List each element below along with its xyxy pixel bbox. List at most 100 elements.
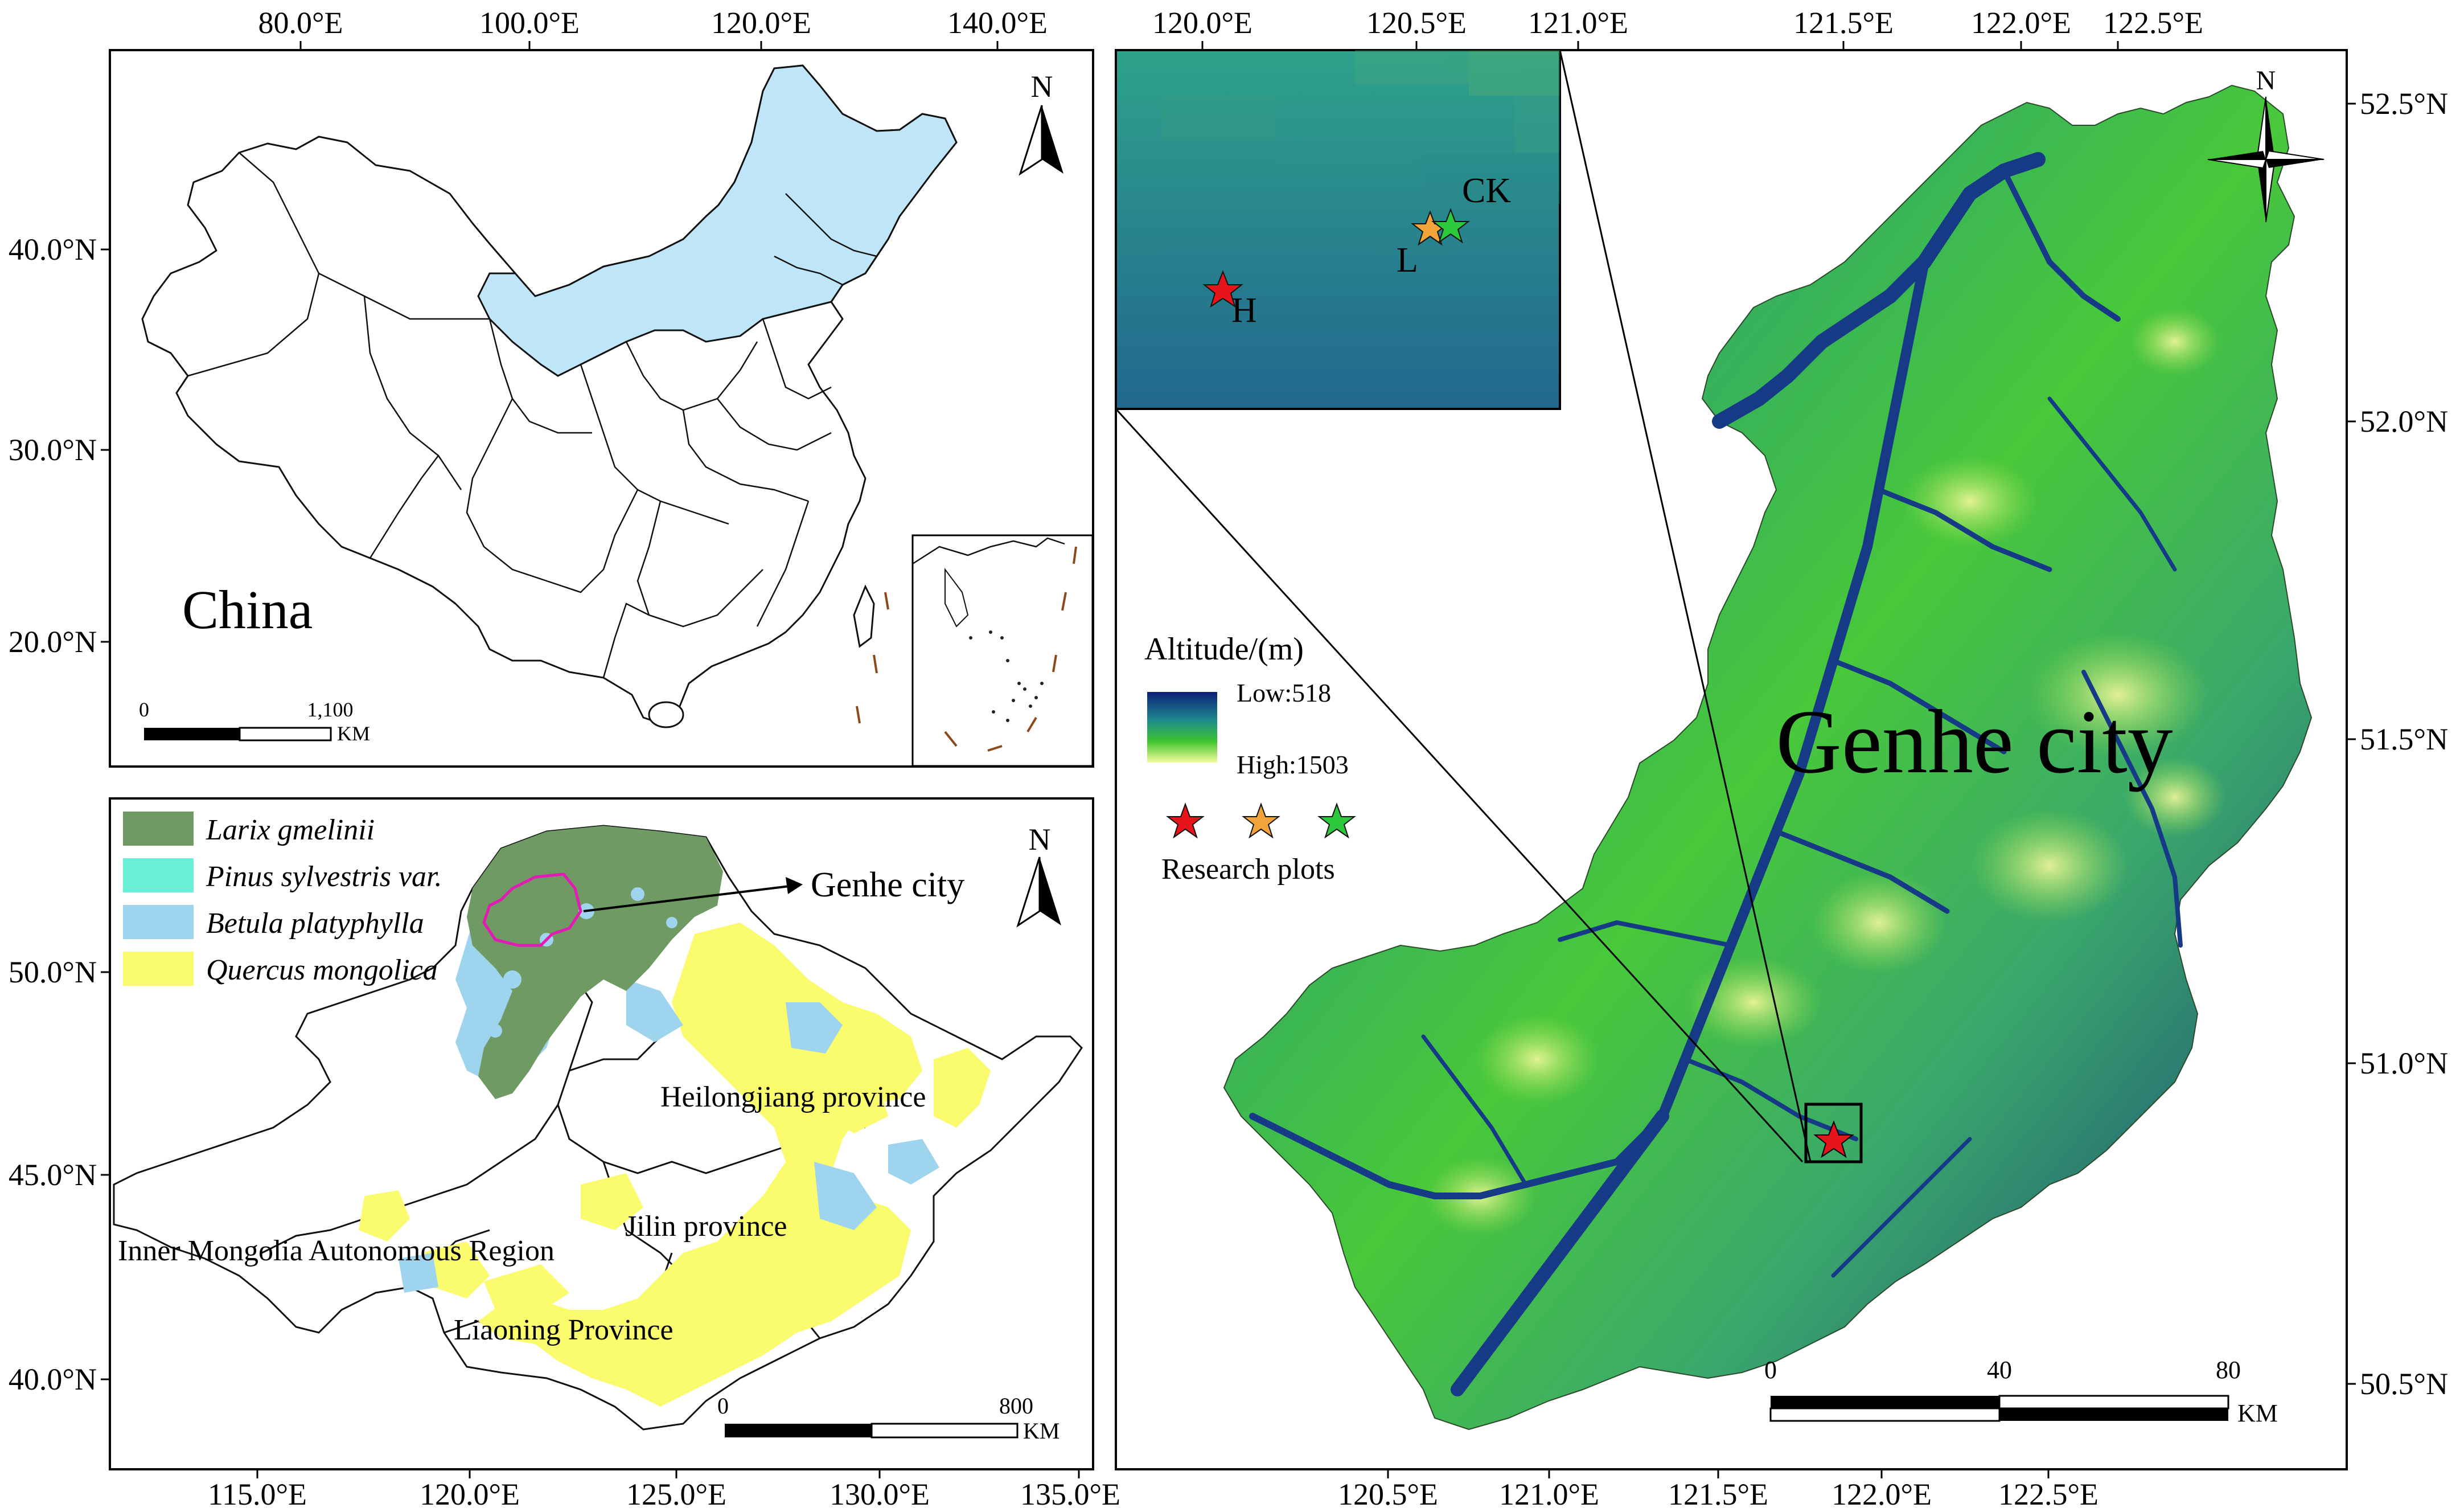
label-inner-mongolia: Inner Mongolia Autonomous Region	[118, 1235, 555, 1267]
research-plots-label: Research plots	[1161, 853, 1335, 886]
south-china-sea-islands	[969, 630, 1044, 722]
south-china-sea-coast	[912, 537, 1065, 565]
inset-hainan	[944, 568, 969, 628]
svg-text:0: 0	[717, 1393, 729, 1419]
genhe-tick-right-2: 51.5°N	[2360, 722, 2448, 756]
ne-tick-bottom-1: 120.0°E	[420, 1477, 520, 1511]
inset-frame	[1115, 49, 1561, 410]
northeast-bottom-ticks: 115.0°E 120.0°E 125.0°E 130.0°E 135.0°E	[208, 1469, 1120, 1511]
altitude-legend-low: Low:518	[1237, 678, 1331, 707]
genhe-bottom-ticks: 120.5°E 121.0°E 121.5°E 122.0°E 122.5°E	[1338, 1469, 2098, 1511]
svg-text:0: 0	[139, 698, 149, 721]
legend-plot-star-red	[1166, 802, 1205, 839]
altitude-legend: Altitude/(m) Low:518 High:1503 Research …	[1144, 632, 1356, 886]
svg-text:KM: KM	[337, 722, 370, 745]
panel-china: 80.0°E 100.0°E 120.0°E 140.0°E 40.0°N 30…	[9, 6, 1094, 768]
inset-plot-ck	[1431, 208, 1470, 244]
northeast-scale-bar: 0 800 KM	[717, 1393, 1059, 1444]
zoom-line-top	[1559, 50, 1812, 1162]
genhe-tick-top-5: 122.5°E	[2103, 6, 2203, 40]
legend-swatch-larix	[123, 812, 194, 846]
genhe-city-label: Genhe city	[1776, 691, 2173, 792]
genhe-tick-top-1: 120.5°E	[1366, 6, 1467, 40]
svg-text:N: N	[1029, 822, 1051, 857]
china-top-ticks: 80.0°E 100.0°E 120.0°E 140.0°E	[258, 6, 1048, 50]
inset-label-ck: CK	[1462, 171, 1511, 210]
genhe-right-ticks: 52.5°N 52.0°N 51.5°N 51.0°N 50.5°N	[2347, 87, 2448, 1401]
genhe-tick-right-3: 51.0°N	[2360, 1046, 2448, 1080]
svg-text:800: 800	[999, 1393, 1033, 1419]
ne-tick-left-0: 50.0°N	[9, 955, 97, 989]
svg-text:KM: KM	[1023, 1418, 1059, 1444]
northeast-left-ticks: 50.0°N 45.0°N 40.0°N	[9, 955, 110, 1396]
china-left-ticks: 40.0°N 30.0°N 20.0°N	[9, 232, 110, 659]
china-north-arrow: N	[1019, 69, 1063, 176]
inset-plot-h	[1202, 270, 1243, 308]
genhe-north-arrow: N	[2207, 65, 2325, 223]
genhe-tick-bottom-4: 122.5°E	[1998, 1477, 2098, 1511]
legend-label-quercus: Quercus mongolica	[206, 954, 438, 986]
svg-text:40: 40	[1987, 1356, 2012, 1384]
label-jilin: Jilin province	[625, 1210, 787, 1243]
panel-northeast: Larix gmelinii Pinus sylvestris var. Bet…	[9, 797, 1120, 1511]
ne-tick-left-1: 45.0°N	[9, 1158, 97, 1192]
svg-text:0: 0	[1764, 1356, 1777, 1384]
ne-tick-bottom-3: 130.0°E	[829, 1477, 930, 1511]
zoom-box-plot-star	[1813, 1120, 1854, 1158]
inset-label-h: H	[1231, 291, 1257, 330]
altitude-legend-high: High:1503	[1237, 750, 1349, 779]
northeast-north-arrow: N	[1016, 822, 1061, 928]
legend-swatch-betula	[123, 905, 194, 939]
label-liaoning: Liaoning Province	[454, 1314, 674, 1346]
china-province-lines	[187, 152, 877, 678]
ne-tick-left-2: 40.0°N	[9, 1362, 97, 1396]
genhe-tick-bottom-0: 120.5°E	[1338, 1477, 1438, 1511]
inset-detail: CK L H	[1115, 49, 1561, 410]
legend-swatch-quercus	[123, 952, 194, 986]
altitude-color-ramp	[1147, 692, 1217, 763]
zoom-line-bottom	[1115, 408, 1804, 1163]
china-scale-bar: 0 1,100 KM	[139, 698, 370, 745]
genhe-tick-top-3: 121.5°E	[1793, 6, 1894, 40]
china-tick-top-2: 120.0°E	[711, 6, 811, 40]
genhe-tick-top-0: 120.0°E	[1152, 6, 1252, 40]
genhe-scale-bar: 0 40 80 KM	[1764, 1356, 2278, 1427]
ne-tick-bottom-4: 135.0°E	[1020, 1477, 1120, 1511]
nine-dash-line	[856, 546, 1077, 752]
genhe-tick-right-1: 52.0°N	[2360, 404, 2448, 439]
china-tick-top-0: 80.0°E	[258, 6, 343, 40]
hainan-island	[648, 701, 684, 728]
svg-text:80: 80	[2216, 1356, 2241, 1384]
svg-text:N: N	[1031, 69, 1053, 104]
inset-pixel-blocks	[1161, 50, 1560, 204]
svg-text:1,100: 1,100	[307, 698, 354, 721]
svg-text:Genhe city: Genhe city	[811, 866, 964, 904]
genhe-tick-top-4: 122.0°E	[1971, 6, 2071, 40]
genhe-tick-bottom-3: 122.0°E	[1831, 1477, 1932, 1511]
genhe-tick-right-4: 50.5°N	[2360, 1367, 2448, 1401]
svg-text:N: N	[2256, 65, 2276, 96]
china-tick-left-0: 40.0°N	[9, 232, 97, 267]
ne-tick-bottom-0: 115.0°E	[208, 1477, 307, 1511]
ne-tick-bottom-2: 125.0°E	[626, 1477, 726, 1511]
inset-label-l: L	[1397, 241, 1418, 280]
northeast-region-highlight	[477, 64, 958, 377]
china-tick-left-2: 20.0°N	[9, 625, 97, 659]
legend-label-betula: Betula platyphylla	[206, 907, 424, 940]
svg-text:KM: KM	[2237, 1399, 2278, 1427]
altitude-legend-title: Altitude/(m)	[1144, 632, 1304, 667]
genhe-callout: Genhe city	[583, 866, 964, 912]
larix-gmelinii-area	[467, 826, 723, 1099]
legend-plot-star-green	[1317, 802, 1356, 839]
genhe-tick-bottom-2: 121.5°E	[1668, 1477, 1768, 1511]
china-label: China	[182, 579, 313, 640]
china-tick-top-3: 140.0°E	[947, 6, 1048, 40]
genhe-tick-right-0: 52.5°N	[2360, 87, 2448, 121]
china-tick-top-1: 100.0°E	[479, 6, 580, 40]
legend-label-pinus: Pinus sylvestris var.	[206, 861, 442, 893]
china-tick-left-1: 30.0°N	[9, 433, 97, 467]
panel-genhe: CK L H Altitude/(m) Low:518 High:1503 Re…	[1115, 6, 2448, 1511]
legend-plot-star-orange	[1242, 802, 1280, 839]
forest-legend: Larix gmelinii Pinus sylvestris var. Bet…	[123, 812, 442, 986]
